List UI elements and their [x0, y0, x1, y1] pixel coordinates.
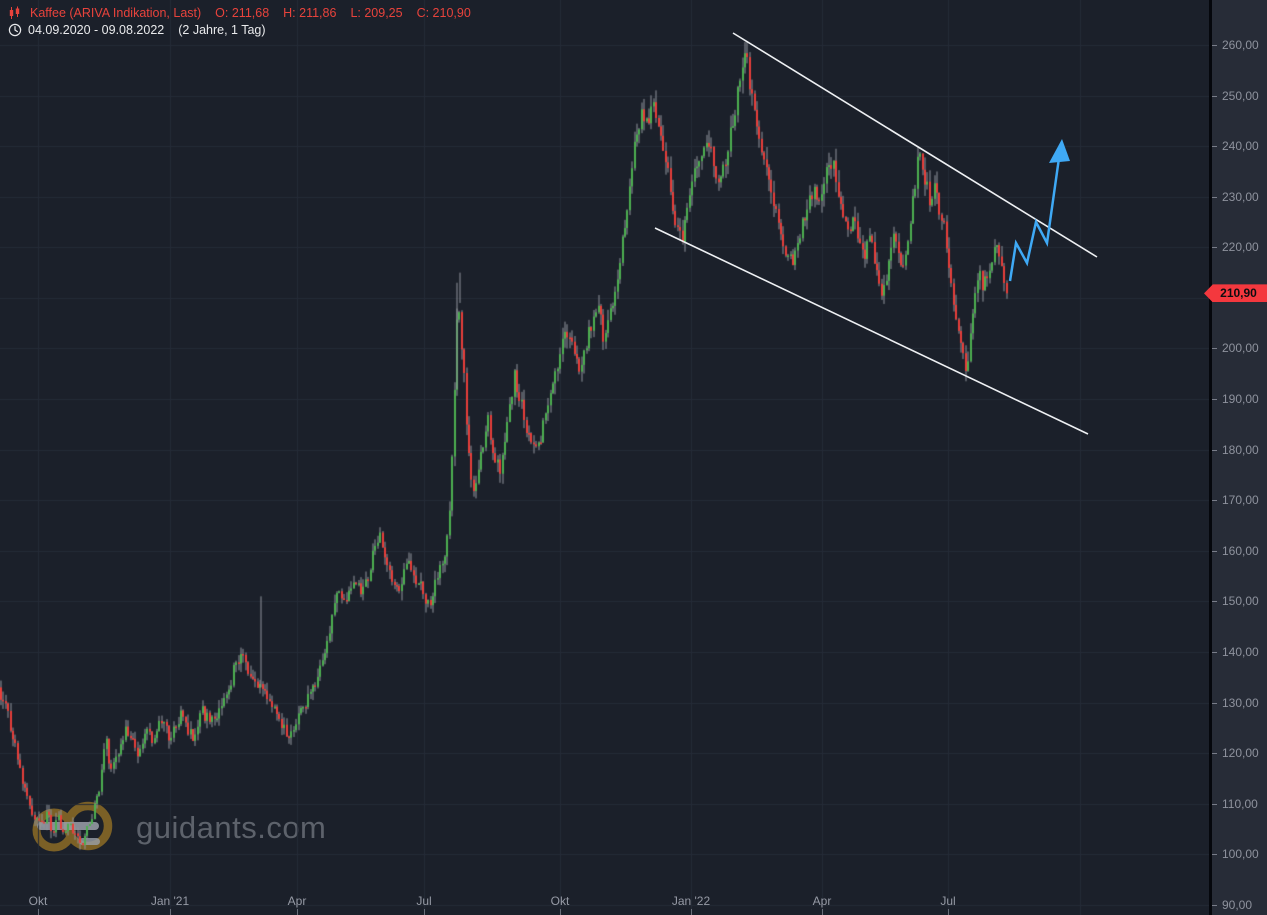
x-axis-label: Okt — [28, 894, 48, 908]
x-axis-tick — [424, 909, 425, 915]
forecast-arrow-line[interactable] — [1008, 157, 1061, 282]
ohlc-readout: O: 211,68 H: 211,86 L: 209,25 C: 210,90 — [201, 6, 471, 21]
chart-legend: Kaffee (ARIVA Indikation, Last) O: 211,6… — [8, 5, 471, 39]
instrument-title[interactable]: Kaffee (ARIVA Indikation, Last) — [30, 5, 202, 20]
x-axis-tick — [691, 909, 692, 915]
y-axis-tick — [1212, 753, 1217, 755]
y-axis-label: 200,00 — [1222, 341, 1259, 356]
axis-separator — [1209, 0, 1212, 915]
period-label: (2 Jahre, 1 Tag) — [178, 22, 266, 37]
lower-trendline[interactable] — [654, 227, 1089, 435]
last-price-badge: 210,90 — [1204, 284, 1267, 303]
y-axis-label: 240,00 — [1222, 139, 1259, 154]
forecast-arrow-head[interactable] — [1049, 139, 1070, 163]
y-axis-tick — [1212, 904, 1217, 906]
y-axis-label: 160,00 — [1222, 543, 1259, 558]
drawing-overlay — [654, 32, 1098, 435]
last-price-value: 210,90 — [1220, 286, 1257, 301]
x-axis-tick — [822, 909, 823, 915]
candlestick-icon — [9, 6, 20, 19]
x-axis-tick — [38, 909, 39, 915]
y-axis-tick — [1212, 803, 1217, 805]
x-axis-tick — [560, 909, 561, 915]
y-axis-tick — [1212, 146, 1217, 148]
ohlc-item: O: 211,68 — [215, 5, 270, 20]
ohlc-item: C: 210,90 — [416, 5, 471, 20]
y-axis-tick — [1212, 348, 1217, 350]
x-axis-label: Apr — [812, 894, 832, 908]
y-axis-label: 120,00 — [1222, 746, 1259, 761]
y-axis-tick — [1212, 399, 1217, 401]
x-axis-tick — [297, 909, 298, 915]
y-axis-tick — [1212, 196, 1217, 198]
x-axis-label: Jan '21 — [150, 894, 190, 908]
y-axis-label: 130,00 — [1222, 695, 1259, 710]
y-axis-label: 100,00 — [1222, 847, 1259, 862]
ohlc-item: H: 211,86 — [283, 5, 337, 20]
y-axis-tick — [1212, 550, 1217, 552]
price-axis[interactable]: 210,90 260,00 250,00 240,00 230,00 220,00 200… — [1204, 0, 1267, 915]
y-axis-tick — [1212, 95, 1217, 97]
y-axis-tick — [1212, 651, 1217, 653]
x-axis-label: Jul — [416, 894, 432, 908]
y-axis-label: 90,00 — [1222, 897, 1253, 912]
y-axis-tick — [1212, 45, 1217, 46]
y-axis-tick — [1212, 247, 1217, 249]
x-axis-label: Jul — [940, 894, 956, 908]
y-axis-tick — [1212, 500, 1217, 502]
y-axis-tick — [1212, 702, 1217, 704]
y-axis-tick — [1212, 601, 1217, 603]
y-axis-label: 230,00 — [1222, 189, 1259, 204]
ohlc-item: L: 209,25 — [350, 5, 403, 20]
x-axis-tick — [170, 909, 171, 915]
y-axis-label: 190,00 — [1222, 392, 1259, 407]
x-axis-label: Jan '22 — [671, 894, 711, 908]
y-axis-label: 150,00 — [1222, 594, 1259, 609]
y-axis-label: 260,00 — [1222, 38, 1259, 52]
y-axis-label: 110,00 — [1222, 796, 1258, 811]
y-axis-tick — [1212, 854, 1217, 856]
x-axis-tick — [948, 909, 949, 915]
y-axis-tick — [1212, 449, 1217, 451]
y-axis-label: 140,00 — [1222, 644, 1259, 659]
upper-trendline[interactable] — [732, 32, 1098, 258]
date-range: 04.09.2020 - 09.08.2022 — [28, 22, 165, 37]
clock-icon — [8, 23, 22, 37]
y-axis-label: 170,00 — [1222, 493, 1259, 508]
y-axis-label: 220,00 — [1222, 240, 1259, 255]
y-axis-label: 250,00 — [1222, 88, 1259, 103]
x-axis-label: Okt — [550, 894, 570, 908]
y-axis-label: 180,00 — [1222, 442, 1259, 457]
x-axis-label: Apr — [287, 894, 307, 908]
candlestick-chart[interactable] — [0, 0, 1211, 915]
